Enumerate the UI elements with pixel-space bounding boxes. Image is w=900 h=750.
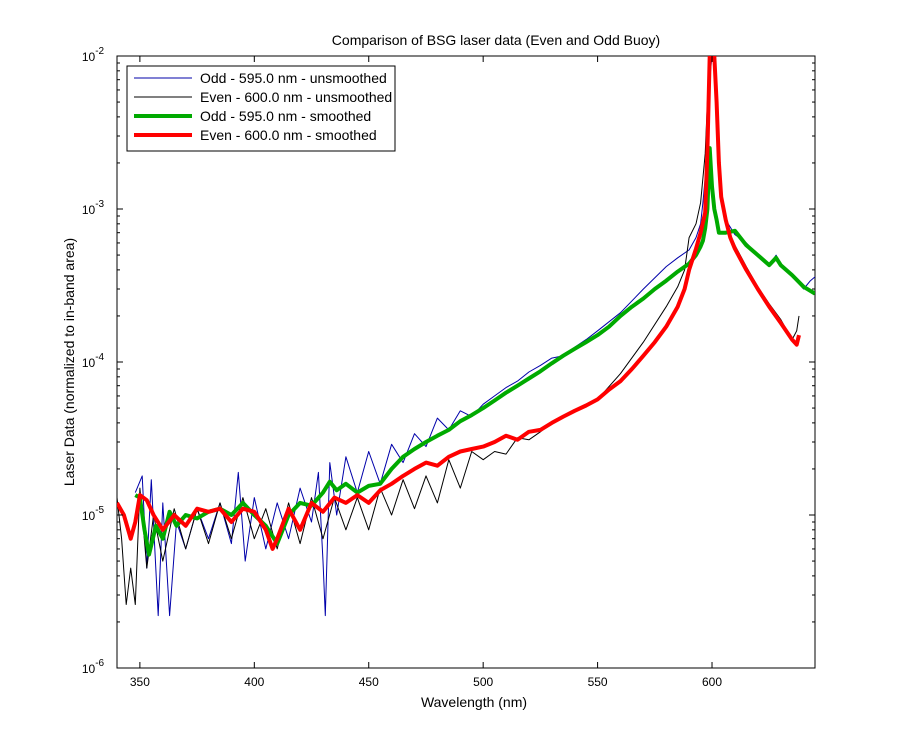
y-tick-base: 10 bbox=[82, 662, 96, 676]
legend-label-0: Odd - 595.0 nm - unsmoothed bbox=[200, 70, 387, 86]
x-axis-label: Wavelength (nm) bbox=[421, 694, 527, 710]
x-tick-label: 500 bbox=[473, 675, 493, 689]
y-tick-exponent: -5 bbox=[95, 505, 104, 516]
y-tick-base: 10 bbox=[82, 356, 96, 370]
chart-title: Comparison of BSG laser data (Even and O… bbox=[332, 32, 660, 48]
series-line-2 bbox=[134, 146, 815, 557]
y-tick-exponent: -2 bbox=[95, 46, 104, 57]
x-tick-label: 350 bbox=[130, 675, 150, 689]
y-tick-label: 10-5 bbox=[82, 505, 105, 523]
x-tick-label: 600 bbox=[702, 675, 722, 689]
legend-label-3: Even - 600.0 nm - smoothed bbox=[200, 127, 377, 143]
y-tick-label: 10-6 bbox=[82, 658, 105, 676]
series-layer bbox=[117, 56, 815, 617]
legend: Odd - 595.0 nm - unsmoothed Even - 600.0 … bbox=[126, 65, 396, 152]
legend-entries: Odd - 595.0 nm - unsmoothed Even - 600.0 … bbox=[134, 70, 392, 143]
legend-label-1: Even - 600.0 nm - unsmoothed bbox=[200, 89, 392, 105]
y-tick-exponent: -4 bbox=[95, 352, 104, 363]
y-tick-exponent: -3 bbox=[95, 199, 104, 210]
x-tick-label: 450 bbox=[359, 675, 379, 689]
y-tick-label: 10-3 bbox=[82, 199, 105, 217]
series-line-3 bbox=[117, 56, 801, 551]
y-tick-label: 10-2 bbox=[82, 46, 105, 64]
x-tick-label: 400 bbox=[244, 675, 264, 689]
y-axis-label: Laser Data (normalized to in-band area) bbox=[61, 238, 77, 486]
y-tick-base: 10 bbox=[82, 509, 96, 523]
x-tick-label: 550 bbox=[588, 675, 608, 689]
y-tick-base: 10 bbox=[82, 50, 96, 64]
y-tick-label: 10-4 bbox=[82, 352, 105, 370]
y-tick-exponent: -6 bbox=[95, 658, 104, 669]
legend-label-2: Odd - 595.0 nm - smoothed bbox=[200, 108, 371, 124]
y-tick-base: 10 bbox=[82, 203, 96, 217]
plot-frame bbox=[116, 55, 816, 669]
